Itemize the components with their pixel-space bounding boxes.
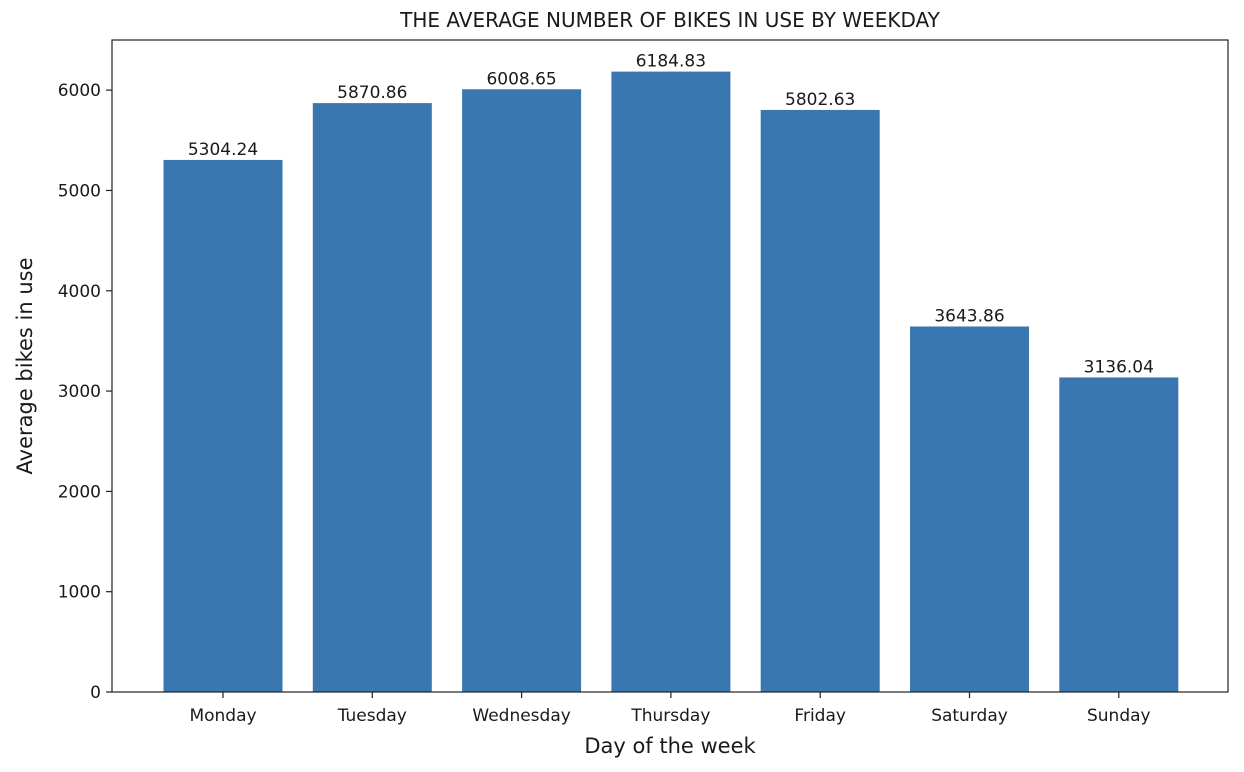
bars-group: [163, 71, 1179, 693]
y-tick-label-4000: 4000: [58, 282, 101, 302]
y-tick-label-6000: 6000: [58, 81, 101, 101]
x-axis-label: Day of the week: [584, 734, 756, 758]
bar-sunday: [1059, 377, 1179, 692]
x-tick-label-monday: Monday: [189, 706, 256, 726]
y-tick-label-0: 0: [90, 683, 101, 703]
x-tick-label-saturday: Saturday: [931, 706, 1008, 726]
chart-title: THE AVERAGE NUMBER OF BIKES IN USE BY WE…: [399, 8, 940, 32]
data-label-thursday: 6184.83: [636, 52, 706, 72]
data-label-sunday: 3136.04: [1084, 357, 1154, 377]
bar-thursday: [611, 71, 731, 693]
x-tick-label-thursday: Thursday: [630, 706, 710, 726]
bar-wednesday: [462, 89, 582, 692]
y-tick-label-5000: 5000: [58, 181, 101, 201]
x-tick-label-wednesday: Wednesday: [472, 706, 570, 726]
y-tick-label-1000: 1000: [58, 583, 101, 603]
data-labels-group: 5304.24 5870.86 6008.65 6184.83 5802.63 3643.…: [188, 52, 1154, 378]
y-tick-label-2000: 2000: [58, 482, 101, 502]
y-axis-label: Average bikes in use: [13, 257, 37, 474]
bar-friday: [760, 109, 880, 692]
x-axis: Monday Tuesday Wednesday Thursday Friday Satu…: [189, 692, 1151, 726]
x-tick-label-friday: Friday: [794, 706, 846, 726]
y-tick-label-3000: 3000: [58, 382, 101, 402]
data-label-tuesday: 5870.86: [337, 83, 407, 103]
plot-area-frame: [111, 39, 1229, 693]
x-tick-label-tuesday: Tuesday: [337, 706, 407, 726]
data-label-friday: 5802.63: [785, 90, 855, 110]
bar-tuesday: [312, 103, 432, 692]
x-tick-label-sunday: Sunday: [1087, 706, 1151, 726]
data-label-saturday: 3643.86: [934, 306, 1004, 326]
data-label-wednesday: 6008.65: [486, 69, 556, 89]
bar-saturday: [910, 326, 1029, 692]
bar-monday: [163, 159, 283, 693]
y-axis: 0 1000 2000 3000 4000 5000 6000: [58, 81, 112, 703]
data-label-monday: 5304.24: [188, 140, 258, 160]
